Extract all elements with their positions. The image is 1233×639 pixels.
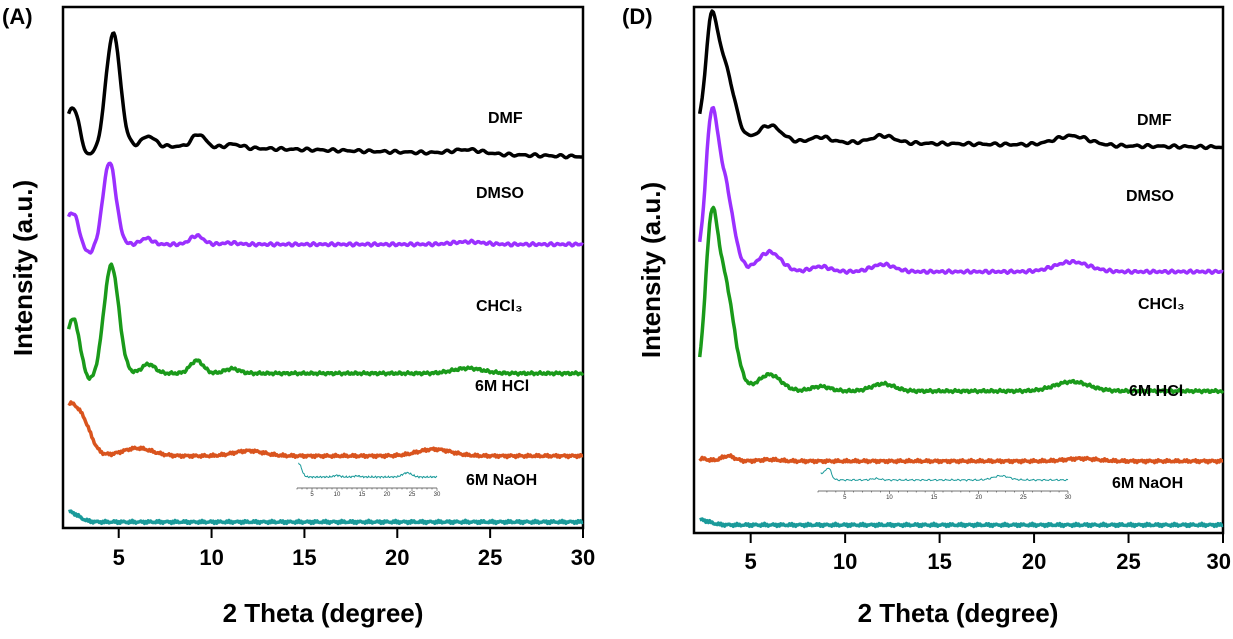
y-axis-title: Intensity (a.u.) [636, 182, 666, 358]
inset-tick-label: 15 [359, 492, 366, 498]
inset-plot: 5 10 15 20 25 30 [296, 462, 441, 498]
series-label-6m-naoh: 6M NaOH [466, 472, 537, 489]
inset-plot: 5 10 15 20 25 30 [817, 467, 1072, 501]
plot-frame [692, 5, 1225, 535]
series-labels: DMF DMSO CHCl₃ 6M HCl 6M NaOH [466, 110, 537, 489]
inset-tick-label: 10 [334, 492, 341, 498]
x-tick-label: 10 [199, 545, 223, 570]
inset-tick-label: 25 [409, 492, 416, 498]
inset-ticks [817, 491, 1069, 494]
series-line-dmf [66, 31, 584, 160]
series-label-6m-hcl: 6M HCl [475, 378, 529, 395]
series-label-dmso: DMSO [476, 185, 524, 202]
x-tick-label: 15 [292, 545, 316, 570]
inset-line [820, 467, 1069, 482]
x-tick-label: 20 [385, 545, 409, 570]
inset-tick-label: 15 [931, 495, 938, 501]
inset-line [298, 462, 438, 479]
x-axis-title: 2 Theta (degree) [858, 598, 1059, 628]
plot-frame [61, 5, 585, 530]
x-tick-label: 25 [478, 545, 502, 570]
inset-tick-label: 20 [975, 495, 982, 501]
series-line-dmf [697, 9, 1224, 151]
series-label-chcl3: CHCl₃ [1138, 296, 1185, 313]
y-axis-title: Intensity (a.u.) [8, 180, 38, 356]
panel-label: (A) [2, 4, 33, 29]
inset-tick-label: 5 [843, 495, 847, 501]
series-label-6m-naoh: 6M NaOH [1112, 475, 1183, 492]
series-lines [66, 31, 585, 526]
panel-d: (D) Intensity (a.u.) 2 Theta (degree) 5 … [622, 4, 1231, 628]
inset-ticks [296, 488, 438, 491]
series-line-chcl3 [66, 262, 585, 381]
panel-a: (A) Intensity (a.u.) 2 Theta (degree) 5 … [2, 4, 595, 628]
series-line-chcl3 [697, 205, 1225, 395]
series-labels: DMF DMSO CHCl₃ 6M HCl 6M NaOH [1112, 112, 1185, 492]
x-tick-labels: 5 10 15 20 25 30 [745, 549, 1231, 574]
inset-tick-label: 10 [886, 495, 893, 501]
x-tick-label: 5 [745, 549, 757, 574]
series-label-dmf: DMF [488, 110, 523, 127]
inset-tick-label: 20 [384, 492, 391, 498]
x-ticks [749, 533, 1224, 543]
series-line-6m-naoh [68, 509, 584, 526]
series-line-dmso [697, 105, 1224, 275]
x-tick-label: 30 [571, 545, 595, 570]
x-tick-label: 5 [113, 545, 125, 570]
x-ticks [117, 528, 584, 538]
series-line-6m-hcl [67, 400, 584, 460]
series-label-chcl3: CHCl₃ [476, 298, 523, 315]
series-label-6m-hcl: 6M HCl [1129, 383, 1183, 400]
inset-tick-label: 30 [1065, 495, 1072, 501]
inset-tick-label: 25 [1020, 495, 1027, 501]
x-tick-label: 10 [833, 549, 857, 574]
x-axis-title: 2 Theta (degree) [223, 598, 424, 628]
x-tick-label: 20 [1022, 549, 1046, 574]
x-tick-labels: 5 10 15 20 25 30 [113, 545, 596, 570]
x-tick-label: 30 [1207, 549, 1231, 574]
series-lines [697, 9, 1225, 529]
series-line-dmso [66, 161, 584, 255]
panel-label: (D) [622, 4, 653, 29]
inset-tick-label: 5 [310, 492, 314, 498]
x-tick-label: 25 [1116, 549, 1140, 574]
series-line-6m-hcl [698, 453, 1224, 465]
series-line-6m-naoh [699, 517, 1224, 529]
series-label-dmf: DMF [1137, 112, 1172, 129]
x-tick-label: 15 [927, 549, 951, 574]
inset-tick-label: 30 [434, 492, 441, 498]
series-label-dmso: DMSO [1126, 188, 1174, 205]
